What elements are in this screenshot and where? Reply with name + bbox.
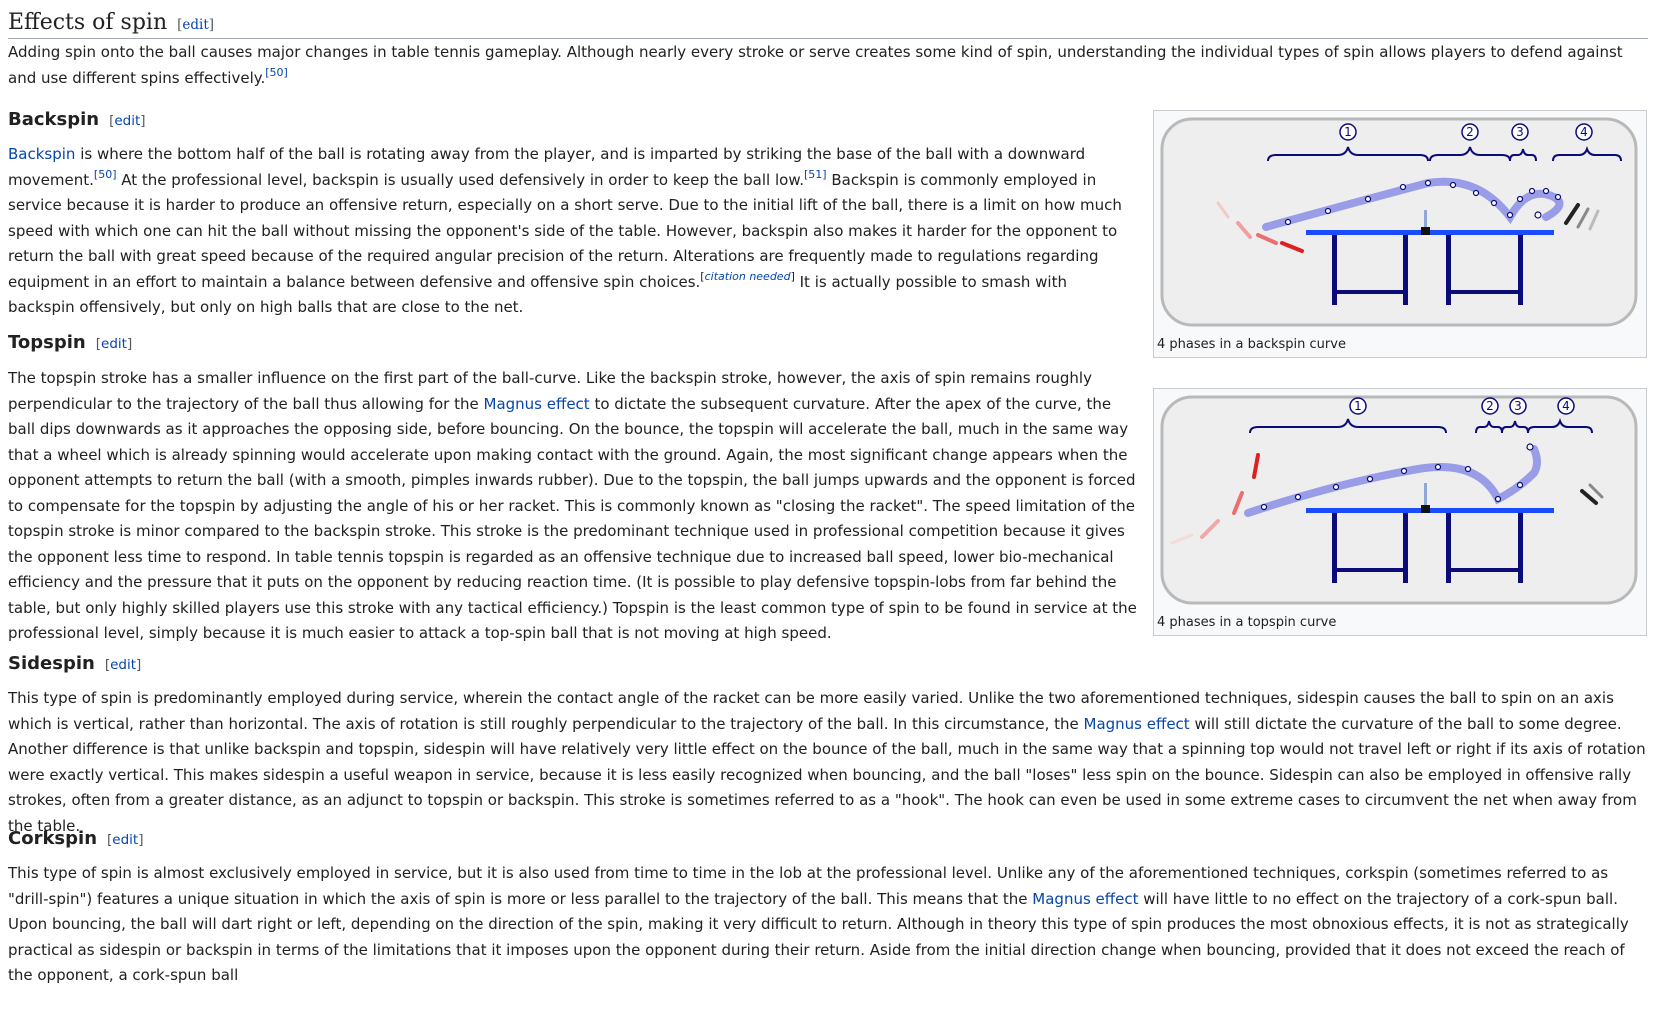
backspin-link[interactable]: Backspin xyxy=(8,145,76,163)
subheading-sidespin: Sidespin [edit] xyxy=(8,653,142,674)
ball-positions xyxy=(1284,179,1562,226)
ref-50[interactable]: [50] xyxy=(265,65,288,79)
subheading-title: Sidespin xyxy=(8,653,95,674)
figure-caption: 4 phases in a backspin curve xyxy=(1157,337,1346,352)
section-title: Effects of spin xyxy=(8,10,168,35)
ref-50-b[interactable]: [50] xyxy=(93,167,117,181)
diagram-frame xyxy=(1160,395,1638,605)
ref-51[interactable]: [51] xyxy=(803,167,827,181)
subheading-topspin: Topspin [edit] xyxy=(8,332,133,353)
phase-label-3: 3 xyxy=(1516,125,1524,139)
opponent-racket xyxy=(1564,203,1600,231)
phase-marker-3 xyxy=(1509,397,1527,415)
backspin-paragraph: Backspin is where the bottom half of the… xyxy=(8,145,1122,317)
section-heading-effects-of-spin: Effects of spin [edit] xyxy=(8,4,1648,39)
corkspin-paragraph: This type of spin is almost exclusively … xyxy=(8,861,1652,989)
backspin-diagram[interactable]: 1 2 3 4 xyxy=(1158,115,1640,329)
player-racket xyxy=(1216,201,1304,253)
backspin-text-4: It is actually possible to smash with ba… xyxy=(8,272,1067,317)
backspin-text-3: Backspin is commonly employed in service… xyxy=(8,170,1122,291)
phase-label-3: 3 xyxy=(1514,399,1522,413)
corkspin-text-2: will have little to no effect on the tra… xyxy=(8,889,1629,985)
phase-marker-2 xyxy=(1481,397,1499,415)
topspin-text-1: The topspin stroke has a smaller influen… xyxy=(8,369,1092,413)
phase-label-1: 1 xyxy=(1344,125,1352,139)
phase-label-2: 2 xyxy=(1466,125,1474,139)
ball-positions xyxy=(1260,443,1534,511)
phase-label-4: 4 xyxy=(1580,125,1588,139)
edit-link-topspin[interactable]: edit xyxy=(101,336,127,352)
phase-label-2: 2 xyxy=(1486,399,1494,413)
edit-link-corkspin[interactable]: edit xyxy=(112,832,139,848)
net-base xyxy=(1421,227,1430,235)
subheading-title: Topspin xyxy=(8,332,86,353)
topspin-text-2: to dictate the subsequent curvature. Aft… xyxy=(8,394,1137,643)
intro-text: Adding spin onto the ball causes major c… xyxy=(8,43,1623,87)
net-base xyxy=(1421,505,1430,513)
sidespin-text-2: will still dictate the curvature of the … xyxy=(8,714,1646,835)
topspin-paragraph: The topspin stroke has a smaller influen… xyxy=(8,366,1140,647)
diagram-frame xyxy=(1160,117,1638,327)
sidespin-text-1: This type of spin is predominantly emplo… xyxy=(8,689,1614,733)
table-legs xyxy=(1332,235,1523,305)
phase-braces xyxy=(1267,145,1622,162)
phase-marker-4 xyxy=(1575,123,1593,141)
subheading-title: Backspin xyxy=(8,109,100,130)
phase-marker-3 xyxy=(1511,123,1529,141)
edit-link-container: [edit] xyxy=(177,17,215,33)
phase-label-1: 1 xyxy=(1354,399,1362,413)
phase-marker-1 xyxy=(1349,397,1367,415)
figure-topspin: 1 2 3 4 xyxy=(1153,388,1647,636)
subheading-title: Corkspin xyxy=(8,828,98,849)
backspin-text-2: At the professional level, backspin is u… xyxy=(116,170,804,189)
magnus-effect-link[interactable]: Magnus effect xyxy=(483,394,590,413)
phase-marker-1 xyxy=(1339,123,1357,141)
phase-marker-2 xyxy=(1461,123,1479,141)
magnus-effect-link[interactable]: Magnus effect xyxy=(1083,714,1190,733)
player-racket xyxy=(1170,453,1260,545)
topspin-diagram[interactable]: 1 2 3 4 xyxy=(1158,393,1640,607)
citation-needed-link[interactable]: citation needed xyxy=(704,269,791,283)
phase-braces xyxy=(1249,417,1593,434)
backspin-text-1: is where the bottom half of the ball is … xyxy=(8,145,1086,189)
phase-marker-4 xyxy=(1557,397,1575,415)
intro-paragraph: Adding spin onto the ball causes major c… xyxy=(8,40,1648,91)
table-legs xyxy=(1332,513,1523,583)
edit-link-effects-of-spin[interactable]: edit xyxy=(182,17,209,33)
figure-backspin: 1 2 3 4 xyxy=(1153,110,1647,358)
figure-caption: 4 phases in a topspin curve xyxy=(1157,615,1337,630)
edit-link-sidespin[interactable]: edit xyxy=(110,657,137,673)
net-post xyxy=(1424,210,1427,230)
subheading-backspin: Backspin [edit] xyxy=(8,109,146,130)
subheading-corkspin: Corkspin [edit] xyxy=(8,828,144,849)
sidespin-paragraph: This type of spin is predominantly emplo… xyxy=(8,686,1648,839)
net-post xyxy=(1424,483,1427,508)
phase-label-4: 4 xyxy=(1562,399,1570,413)
edit-link-backspin[interactable]: edit xyxy=(114,113,141,129)
opponent-racket xyxy=(1580,483,1604,505)
corkspin-text-1: This type of spin is almost exclusively … xyxy=(8,864,1609,908)
magnus-effect-link[interactable]: Magnus effect xyxy=(1032,889,1139,908)
